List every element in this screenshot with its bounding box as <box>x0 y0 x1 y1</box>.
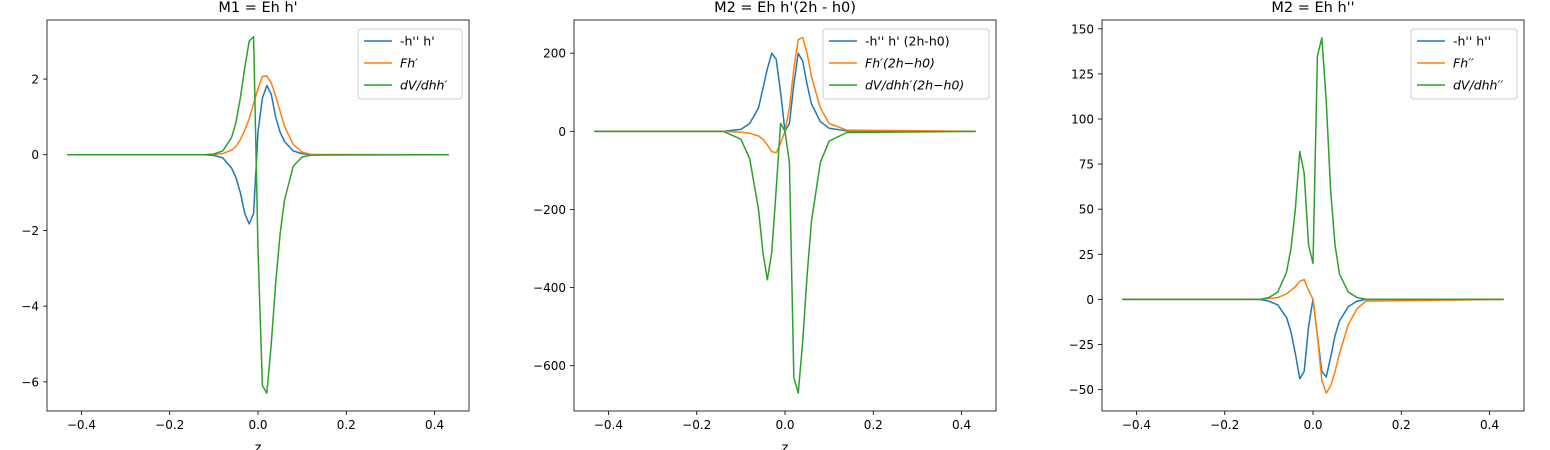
legend-label-3: dV/dhh′(2h−h0) <box>865 78 964 93</box>
y-tick-label: −25 <box>1069 338 1094 352</box>
series-group <box>1122 37 1504 394</box>
chart-2: M2 = Eh h'(2h - h0) z −0.4 −0.2 0.0 0.2 0.4 −60… <box>533 0 997 450</box>
y-tick-label: 150 <box>1071 22 1094 36</box>
chart-title: M2 = Eh h'' <box>1271 0 1354 16</box>
y-tick-label: −50 <box>1069 383 1094 397</box>
x-tick-label: 0.2 <box>337 418 356 432</box>
series-line-3 <box>67 35 449 394</box>
x-tick-label: −0.4 <box>67 418 96 432</box>
x-tick-label: 0.0 <box>775 418 794 432</box>
x-tick-label: 0.2 <box>864 418 883 432</box>
legend: -h'' h'' Fh′′ dV/dhh′′ <box>1410 28 1518 100</box>
y-tick-label: 0 <box>31 148 39 162</box>
series-group <box>594 36 976 394</box>
legend: -h'' h' (2h-h0) Fh′(2h−h0) dV/dhh′(2h−h0) <box>822 28 990 100</box>
legend-label-3: dV/dhh′ <box>400 78 447 93</box>
x-tick-label: 0.4 <box>1480 418 1499 432</box>
x-tick-label: 0.4 <box>425 418 444 432</box>
legend: -h'' h' Fh′ dV/dhh′ <box>357 28 463 100</box>
series-line-2 <box>1122 278 1504 394</box>
legend-box <box>1410 28 1518 100</box>
x-axis-label: z <box>255 441 262 450</box>
legend-label-2: Fh′(2h−h0) <box>865 56 935 71</box>
chart-3: M2 = Eh h'' −0.4 −0.2 0.0 0.2 0.4 −50 −25 0 25 50 7… <box>1069 0 1525 432</box>
y-tick-label: 25 <box>1079 248 1094 262</box>
y-tick-label: −6 <box>21 375 39 389</box>
y-tick-label: 200 <box>543 47 566 61</box>
x-axis-label: z <box>782 441 789 450</box>
series-line-1 <box>1122 298 1504 380</box>
y-tick-label: −600 <box>533 359 566 373</box>
y-tick-label: −200 <box>533 203 566 217</box>
y-tick-label: 2 <box>31 73 39 87</box>
x-tick-label: −0.2 <box>1210 418 1239 432</box>
y-tick-label: 75 <box>1079 158 1094 172</box>
legend-label-3: dV/dhh′′ <box>1453 78 1503 93</box>
legend-label-2: Fh′′ <box>1453 56 1474 71</box>
legend-box <box>822 28 990 100</box>
x-tick-label: 0.0 <box>1303 418 1322 432</box>
y-tick-label: −2 <box>21 224 39 238</box>
x-tick-label: −0.2 <box>682 418 711 432</box>
y-tick-label: 100 <box>1071 113 1094 127</box>
legend-label-2: Fh′ <box>400 56 418 71</box>
series-line-3 <box>594 122 976 394</box>
legend-box <box>357 28 463 100</box>
y-tick-label: 125 <box>1071 67 1094 81</box>
x-tick-label: 0.4 <box>952 418 971 432</box>
chart-title: M2 = Eh h'(2h - h0) <box>714 0 856 16</box>
x-tick-label: −0.4 <box>594 418 623 432</box>
series-line-2 <box>67 75 449 156</box>
series-line-1 <box>67 84 449 225</box>
y-tick-label: 0 <box>558 125 566 139</box>
y-tick-label: −400 <box>533 281 566 295</box>
x-tick-label: 0.2 <box>1392 418 1411 432</box>
chart-1: M1 = Eh h' z −0.4 −0.2 0.0 0.2 0.4 −6 −4 −2 0 2 -h''… <box>21 0 470 450</box>
series-group <box>67 35 449 394</box>
x-tick-label: 0.0 <box>248 418 267 432</box>
y-tick-label: −4 <box>21 300 39 314</box>
x-tick-label: −0.4 <box>1122 418 1151 432</box>
y-tick-label: 0 <box>1086 293 1094 307</box>
legend-label-1: -h'' h' (2h-h0) <box>865 34 950 49</box>
legend-label-1: -h'' h' <box>400 34 435 49</box>
chart-title: M1 = Eh h' <box>218 0 297 16</box>
series-line-3 <box>1122 37 1504 301</box>
x-tick-label: −0.2 <box>155 418 184 432</box>
y-tick-label: 50 <box>1079 203 1094 217</box>
legend-label-1: -h'' h'' <box>1453 34 1491 49</box>
